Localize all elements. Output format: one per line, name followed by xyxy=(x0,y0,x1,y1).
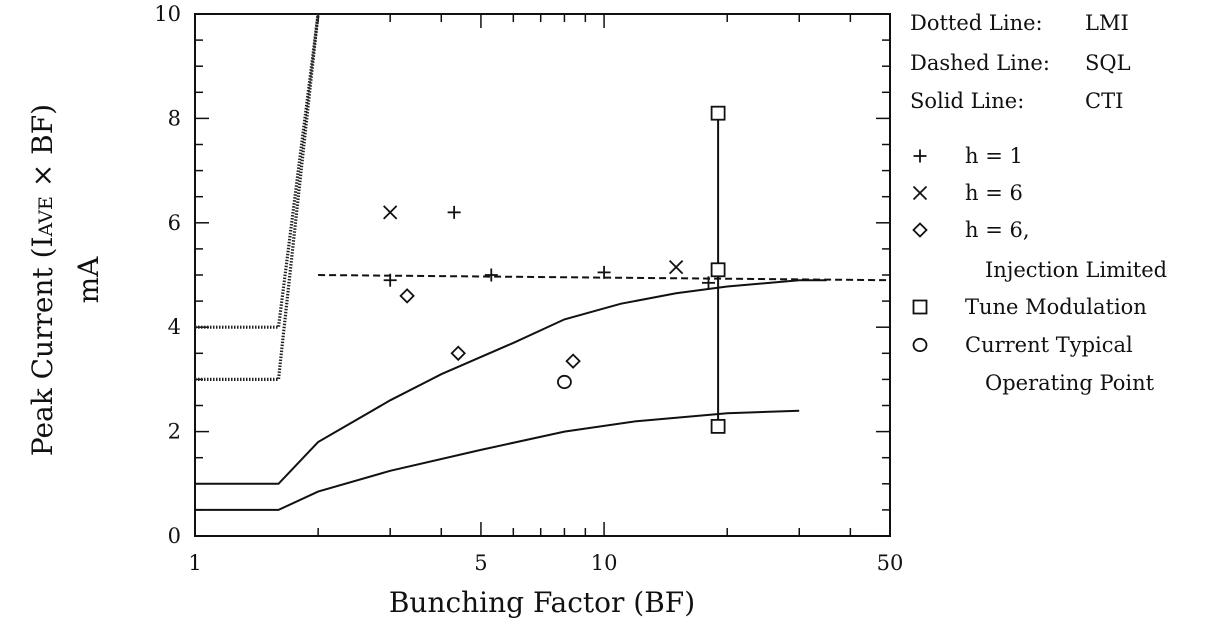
legend-plus-label: h = 1 xyxy=(965,144,1023,168)
data-lines xyxy=(195,13,891,511)
data-point-circle xyxy=(557,374,572,390)
legend-line-value: LMI xyxy=(1085,11,1129,35)
data-point-plus xyxy=(484,268,498,282)
y-axis-label: Peak Current (IAVE × BF) mA xyxy=(26,104,105,456)
y-axis-label-main: Peak Current (I xyxy=(26,236,59,456)
data-point-cross xyxy=(668,260,684,275)
markers xyxy=(383,105,726,434)
y-tick-label: 10 xyxy=(154,2,181,26)
legend-diamond-icon xyxy=(912,222,928,238)
data-point-cross xyxy=(383,205,398,220)
y-axis-label-sub: AVE xyxy=(35,196,57,237)
axes: 1 5 10 50 0 2 4 6 8 10 xyxy=(154,2,903,575)
legend-diamond-label-2: Injection Limited xyxy=(985,258,1167,282)
data-point-diamond xyxy=(450,345,466,362)
y-tick-label: 0 xyxy=(168,524,181,548)
y-tick-label: 6 xyxy=(168,211,181,235)
svg-text:Peak Current (IAVE × BF): Peak Current (IAVE × BF) xyxy=(26,104,59,456)
x-tick-label: 5 xyxy=(474,551,487,575)
line-lmi xyxy=(195,13,320,381)
legend-line-label: Dotted Line: xyxy=(910,11,1043,35)
x-tick-label: 1 xyxy=(188,551,201,575)
legend-circle-label-2: Operating Point xyxy=(985,371,1155,395)
legend-plus-icon xyxy=(913,149,927,163)
legend-square: Tune Modulation xyxy=(912,295,1147,319)
legend-line-dotted: Dotted Line: LMI xyxy=(910,11,1129,35)
x-tick-label: 10 xyxy=(591,551,618,575)
data-point-square xyxy=(710,105,726,121)
line-lmi xyxy=(195,13,320,329)
x-axis-label: Bunching Factor (BF) xyxy=(389,586,695,619)
y-tick-label: 2 xyxy=(168,420,181,444)
legend-line-dashed: Dashed Line: SQL xyxy=(910,51,1131,75)
legend-line-value: CTI xyxy=(1085,89,1123,113)
legend-line-solid: Solid Line: CTI xyxy=(910,89,1123,113)
legend-diamond-label: h = 6, xyxy=(965,218,1030,242)
legend-square-icon xyxy=(912,299,928,315)
legend-cross-icon xyxy=(912,185,928,201)
legend-line-label: Solid Line: xyxy=(910,89,1024,113)
legend: Dotted Line: LMI Dashed Line: SQL Solid Line… xyxy=(910,11,1167,395)
legend-circle: Current Typical Operating Point xyxy=(912,333,1155,395)
data-point-square xyxy=(710,418,726,434)
x-tick-label: 50 xyxy=(877,551,904,575)
data-point-plus xyxy=(383,273,397,287)
legend-cross-label: h = 6 xyxy=(965,181,1023,205)
plot-frame xyxy=(194,13,891,537)
data-point-diamond xyxy=(399,288,415,304)
data-point-plus xyxy=(447,205,461,219)
y-tick-label: 4 xyxy=(168,315,181,339)
legend-circle-label: Current Typical xyxy=(965,333,1133,357)
y-axis-label-end: × BF) xyxy=(26,104,59,196)
y-tick-label: 8 xyxy=(168,106,181,130)
data-point-plus xyxy=(701,276,715,290)
data-point-square xyxy=(710,262,726,278)
data-point-plus xyxy=(597,265,611,279)
legend-diamond: h = 6, Injection Limited xyxy=(912,218,1167,282)
legend-plus: h = 1 xyxy=(913,144,1023,168)
line-cti xyxy=(195,409,800,511)
data-point-diamond xyxy=(565,353,581,369)
legend-line-label: Dashed Line: xyxy=(910,51,1050,75)
legend-square-label: Tune Modulation xyxy=(965,295,1147,319)
line-cti xyxy=(195,279,827,485)
y-axis-label-unit: mA xyxy=(72,256,105,304)
legend-cross: h = 6 xyxy=(912,181,1023,205)
line-sql xyxy=(318,274,891,282)
legend-line-value: SQL xyxy=(1085,51,1131,75)
legend-circle-icon xyxy=(912,337,928,353)
